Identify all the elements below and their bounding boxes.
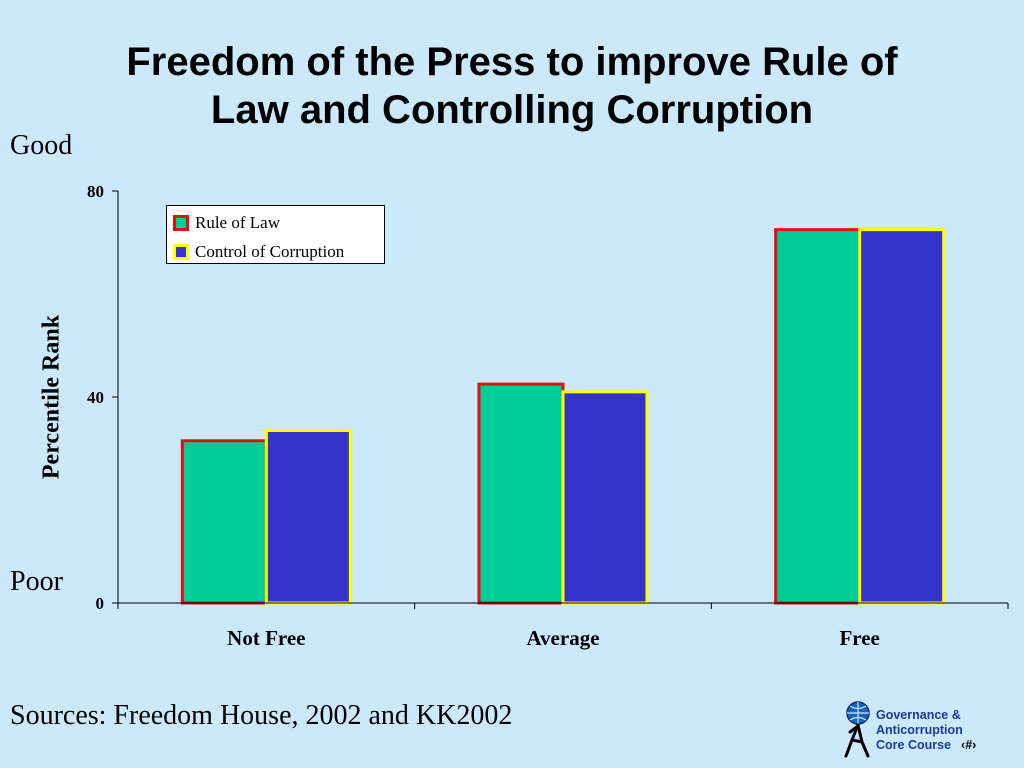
x-tick-label-average: Average [526,626,599,650]
slide-page-number: ‹#› [961,738,977,752]
bar-rule-of-law-not-free [180,439,268,605]
good-annotation: Good [10,130,73,161]
sources-note: Sources: Freedom House, 2002 and KK2002 [10,700,513,731]
brand-line-2: Anticorruption [876,723,963,737]
legend-item-rule-of-law: Rule of Law [173,213,280,233]
legend-swatch-rule-of-law [173,215,189,231]
y-tick-label-80: 80 [87,182,104,201]
legend-swatch-control-of-corruption [173,244,189,260]
y-tick-label-40: 40 [87,388,104,407]
bar-control-of-corruption-not-free [264,428,352,605]
y-tick-label-0: 0 [96,594,105,613]
poor-annotation: Poor [10,566,63,597]
globe-person-icon [844,701,870,758]
bar-rule-of-law-average [477,382,565,605]
bar-control-of-corruption-free [858,228,946,605]
chart-legend: Rule of Law Control of Corruption [166,205,385,264]
legend-label-control-of-corruption: Control of Corruption [195,242,345,261]
title-line-1: Freedom of the Press to improve Rule of [126,40,898,84]
brand-line-1: Governance & [876,708,961,722]
x-tick-label-free: Free [839,626,879,650]
bar-control-of-corruption-average [561,390,649,605]
legend-label-rule-of-law: Rule of Law [195,213,280,232]
bar-rule-of-law-free [774,228,862,605]
x-tick-label-not-free: Not Free [227,626,305,650]
slide-title: Freedom of the Press to improve Rule of … [0,38,1024,134]
course-brand: Governance & Anticorruption Core Course ‹… [876,708,976,753]
brand-line-3: Core Course [876,738,952,752]
title-line-2: Law and Controlling Corruption [210,88,814,132]
legend-item-control-of-corruption: Control of Corruption [173,242,344,262]
